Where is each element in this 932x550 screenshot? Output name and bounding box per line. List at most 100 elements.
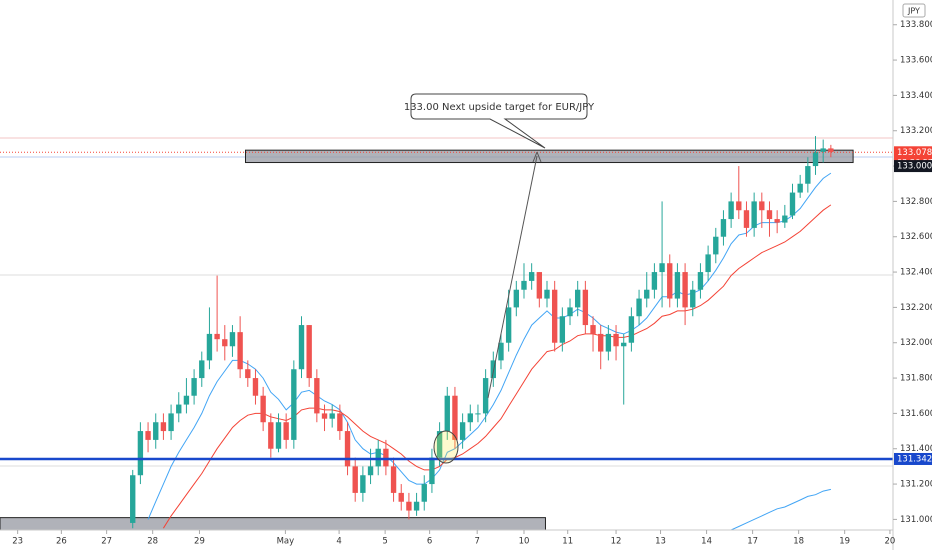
y-tick-label: 132.600 bbox=[900, 232, 932, 242]
candle-body bbox=[283, 422, 289, 440]
candle-body bbox=[429, 457, 435, 485]
y-tick-label: 131.200 bbox=[900, 480, 932, 490]
candle-body bbox=[544, 289, 550, 299]
candle-body bbox=[605, 333, 612, 352]
callout-text: 133.00 Next upside target for EUR/JPY bbox=[404, 102, 595, 113]
candle-body bbox=[559, 316, 566, 343]
candle-body bbox=[444, 395, 450, 432]
candle-body bbox=[206, 333, 213, 361]
x-tick-label: 14 bbox=[701, 537, 712, 547]
y-tick-label: 132.400 bbox=[900, 268, 932, 278]
candle-body bbox=[482, 378, 489, 414]
y-tick-label: 132.200 bbox=[900, 303, 932, 313]
candle-body bbox=[690, 289, 696, 308]
candle-body bbox=[176, 404, 182, 414]
y-tick-label: 132.000 bbox=[900, 338, 932, 348]
zone bbox=[0, 517, 546, 530]
y-tick-label: 133.600 bbox=[900, 56, 932, 66]
x-tick-label: 29 bbox=[194, 537, 205, 547]
candle-body bbox=[751, 201, 757, 228]
y-tick-label: 133.200 bbox=[900, 126, 932, 136]
candle-body bbox=[367, 466, 374, 476]
candle-body bbox=[590, 325, 596, 334]
candle-body bbox=[475, 413, 481, 415]
candle-body bbox=[459, 422, 466, 440]
candle-body bbox=[413, 501, 420, 511]
axes: JPY 131.000 131.200 131.400 131.600 131.800 1… bbox=[12, 3, 932, 547]
candle-body bbox=[659, 263, 665, 273]
candle-body bbox=[145, 431, 151, 440]
candle-body bbox=[621, 342, 627, 347]
currency-box bbox=[902, 3, 926, 18]
highlight-circle bbox=[433, 430, 459, 464]
arrow-line bbox=[487, 155, 538, 399]
y-tick-label: 131.000 bbox=[900, 515, 932, 525]
candle-body bbox=[237, 332, 243, 370]
candle-body bbox=[528, 272, 535, 281]
candle-body bbox=[613, 333, 619, 347]
candle-body bbox=[713, 236, 719, 255]
candle-body bbox=[759, 201, 765, 211]
candle-body bbox=[820, 148, 826, 152]
x-tick-label: 11 bbox=[562, 537, 573, 547]
candle-body bbox=[644, 289, 650, 299]
price-marker-label: 133.000 bbox=[897, 162, 932, 172]
overlay: 133.00 Next upside target for EUR/JPY bbox=[404, 93, 595, 464]
candle-body bbox=[153, 422, 159, 440]
zone bbox=[244, 149, 854, 164]
x-tick-label: 4 bbox=[336, 537, 341, 547]
candle-body bbox=[160, 422, 167, 432]
candle-body bbox=[436, 431, 443, 458]
x-tick-label: May bbox=[277, 537, 295, 547]
y-tick-label: 132.800 bbox=[900, 197, 932, 207]
candle-body bbox=[598, 333, 604, 352]
candle-body bbox=[375, 448, 381, 467]
candle-body bbox=[651, 272, 658, 290]
candle-body bbox=[275, 422, 282, 449]
price-label-box bbox=[894, 452, 932, 465]
candle-body bbox=[291, 369, 297, 440]
candle-body bbox=[567, 307, 573, 317]
candle-body bbox=[406, 501, 412, 511]
x-tick-label: 18 bbox=[793, 537, 804, 547]
currency-label: JPY bbox=[907, 7, 920, 16]
x-tick-label: 28 bbox=[147, 537, 158, 547]
candle-body bbox=[513, 289, 519, 308]
y-tick-label: 131.400 bbox=[900, 444, 932, 454]
candle-body bbox=[628, 316, 635, 343]
candle-body bbox=[191, 378, 197, 396]
candle-body bbox=[452, 395, 458, 440]
candle-body bbox=[636, 298, 642, 317]
candle-body bbox=[383, 448, 389, 467]
candle-body bbox=[766, 210, 773, 220]
price-label: 131.342 bbox=[897, 454, 932, 464]
x-tick-label: 26 bbox=[56, 537, 67, 547]
candle-body bbox=[352, 466, 358, 493]
moving-average bbox=[162, 204, 832, 529]
candle-body bbox=[582, 289, 589, 326]
candle-body bbox=[505, 307, 512, 343]
candle-body bbox=[421, 484, 427, 502]
callout-box bbox=[410, 93, 588, 149]
candle-body bbox=[260, 395, 266, 423]
x-tick-label: 7 bbox=[474, 537, 479, 547]
candle-body bbox=[314, 378, 320, 414]
x-tick-label: 13 bbox=[655, 537, 666, 547]
y-tick-label: 133.400 bbox=[900, 91, 932, 101]
candle-body bbox=[536, 272, 543, 299]
candle-body bbox=[828, 148, 834, 152]
candle-body bbox=[344, 431, 351, 467]
candle-body bbox=[398, 492, 404, 502]
candle-body bbox=[214, 333, 220, 340]
candle-body bbox=[337, 413, 343, 432]
candle-body bbox=[183, 395, 190, 405]
y-tick-label: 131.600 bbox=[900, 409, 932, 419]
candle-body bbox=[774, 219, 780, 223]
x-tick-label: 17 bbox=[747, 537, 758, 547]
y-tick-label: 131.800 bbox=[900, 374, 932, 384]
candle-body bbox=[245, 369, 251, 379]
candle-body bbox=[736, 201, 742, 211]
x-tick-label: 19 bbox=[839, 537, 850, 547]
candle-body bbox=[705, 254, 711, 273]
